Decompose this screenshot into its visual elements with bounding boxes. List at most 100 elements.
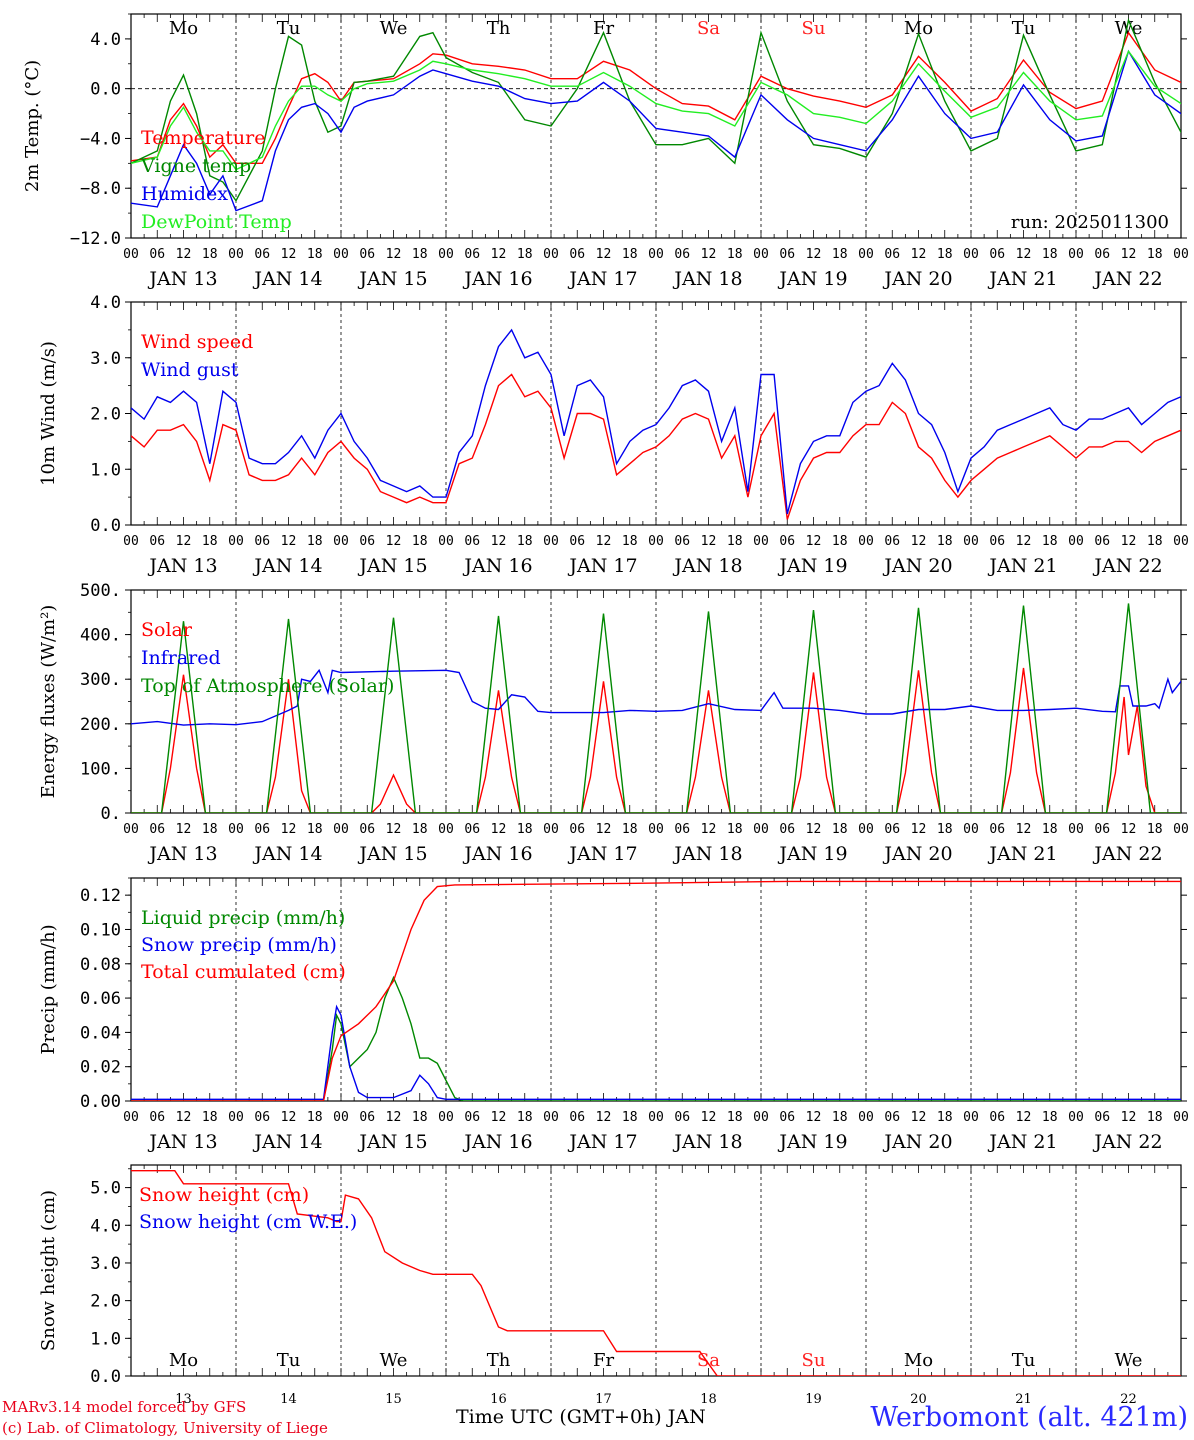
- date-label: JAN 15: [357, 555, 427, 577]
- day-name: Tu: [277, 1350, 301, 1371]
- panel-snow: 0.0 1.0 2.0 3.0 4.0 5.0 Snow height (cm) Mo Tu We…: [38, 1164, 1187, 1407]
- date-label: JAN 16: [462, 268, 532, 290]
- hour-label: 06: [254, 534, 270, 549]
- hour-label: 12: [1121, 822, 1137, 837]
- date-label: JAN 15: [357, 268, 427, 290]
- hour-label: 18: [937, 822, 953, 837]
- hour-label: 00: [543, 247, 559, 262]
- hour-label: 06: [989, 534, 1005, 549]
- hour-label: 18: [1042, 822, 1058, 837]
- hour-label: 18: [202, 822, 218, 837]
- hour-label: 18: [727, 247, 743, 262]
- series-line-liquid-precip-mm-h-: [131, 975, 1181, 1101]
- day-number: 18: [700, 1392, 717, 1407]
- hour-label: 18: [412, 1110, 428, 1125]
- hour-label: 18: [517, 822, 533, 837]
- date-label: JAN 21: [987, 555, 1057, 577]
- date-label: JAN 17: [567, 843, 637, 865]
- hour-label: 12: [491, 247, 507, 262]
- hour-label: 12: [1016, 534, 1032, 549]
- hour-label: 12: [281, 534, 297, 549]
- hour-label: 00: [333, 822, 349, 837]
- hour-label: 18: [937, 1110, 953, 1125]
- legend-entry: Top of Atmosphere (Solar): [141, 675, 394, 697]
- day-name: Tu: [1012, 18, 1036, 39]
- hour-label: 00: [543, 534, 559, 549]
- hour-label: 18: [1042, 1110, 1058, 1125]
- hour-label: 06: [674, 534, 690, 549]
- y-axis-label: 2m Temp. (°C): [22, 60, 43, 192]
- y-tick-label: 0.04: [80, 1023, 121, 1043]
- hour-label: 18: [832, 247, 848, 262]
- day-number: 22: [1120, 1392, 1137, 1407]
- run-annotation: run: 2025011300: [1011, 212, 1169, 233]
- hour-label: 06: [884, 1110, 900, 1125]
- hour-label: 12: [806, 822, 822, 837]
- y-tick-label: 4.0: [90, 30, 121, 50]
- hour-label: 12: [281, 247, 297, 262]
- hour-label: 12: [701, 822, 717, 837]
- hour-label: 00: [438, 247, 454, 262]
- hour-label: 18: [832, 822, 848, 837]
- hour-label: 06: [254, 1110, 270, 1125]
- date-label: JAN 16: [462, 843, 532, 865]
- y-tick-label: 0.08: [80, 955, 121, 975]
- hour-label: 06: [674, 822, 690, 837]
- y-tick-label: 500.: [80, 581, 121, 601]
- hour-label: 12: [281, 1110, 297, 1125]
- date-label: JAN 14: [252, 1131, 322, 1153]
- date-label: JAN 22: [1092, 1131, 1162, 1153]
- hour-label: 12: [911, 1110, 927, 1125]
- date-label: JAN 18: [672, 555, 742, 577]
- hour-label: 12: [491, 1110, 507, 1125]
- day-name: We: [380, 1350, 408, 1371]
- hour-label: 00: [543, 822, 559, 837]
- date-label: JAN 14: [252, 843, 322, 865]
- series-line-solar: [131, 667, 1181, 813]
- hour-label: 00: [753, 822, 769, 837]
- hour-label: 00: [543, 1110, 559, 1125]
- y-tick-label: 0.: [101, 804, 121, 824]
- day-number: 19: [805, 1392, 822, 1407]
- hour-label: 00: [1173, 822, 1189, 837]
- hour-label: 00: [333, 534, 349, 549]
- y-tick-label: 0.0: [90, 80, 121, 100]
- y-tick-label: 0.0: [90, 1367, 121, 1387]
- hour-label: 12: [386, 1110, 402, 1125]
- legend-entry: Temperature: [141, 127, 265, 149]
- date-label: JAN 17: [567, 1131, 637, 1153]
- day-name: Mo: [169, 18, 198, 39]
- day-name: Su: [802, 18, 826, 39]
- hour-label: 06: [884, 822, 900, 837]
- y-axis-label: Energy fluxes (W/m²): [38, 605, 59, 799]
- hour-label: 00: [123, 247, 139, 262]
- hour-label: 06: [779, 534, 795, 549]
- y-tick-label: 5.0: [90, 1179, 121, 1199]
- hour-label: 00: [648, 534, 664, 549]
- date-label: JAN 22: [1092, 843, 1162, 865]
- hour-label: 18: [937, 247, 953, 262]
- series-line-temperature: [131, 31, 1181, 164]
- date-label: JAN 20: [882, 843, 952, 865]
- hour-label: 18: [202, 247, 218, 262]
- hour-label: 12: [176, 1110, 192, 1125]
- hour-label: 00: [648, 247, 664, 262]
- day-number: 20: [910, 1392, 927, 1407]
- y-tick-label: 0.02: [80, 1058, 121, 1078]
- date-label: JAN 16: [462, 555, 532, 577]
- hour-label: 12: [806, 534, 822, 549]
- legend-entry: Snow height (cm): [139, 1184, 309, 1206]
- y-tick-label: −12.0: [70, 229, 121, 249]
- date-label: JAN 22: [1092, 268, 1162, 290]
- y-axis-label: Precip (mm/h): [38, 924, 59, 1054]
- hour-label: 06: [1094, 247, 1110, 262]
- hour-label: 06: [149, 822, 165, 837]
- hour-label: 00: [333, 1110, 349, 1125]
- panel-frame: [130, 13, 1182, 239]
- time-axis-title: Time UTC (GMT+0h) JAN: [456, 1406, 706, 1428]
- hour-label: 12: [386, 247, 402, 262]
- day-number: 15: [385, 1392, 402, 1407]
- hour-label: 06: [884, 247, 900, 262]
- day-name: Mo: [904, 18, 933, 39]
- hour-label: 00: [963, 822, 979, 837]
